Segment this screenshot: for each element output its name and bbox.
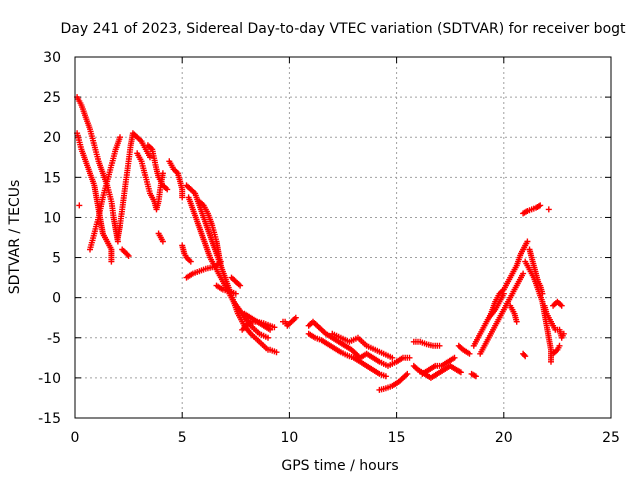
series-track-3	[87, 134, 123, 253]
data-point	[436, 342, 443, 349]
series-track-32	[485, 290, 507, 321]
y-tick-label: 25	[43, 90, 61, 106]
x-tick-label: 5	[178, 430, 187, 446]
series-track-24	[410, 338, 443, 349]
series-track-43	[267, 346, 280, 356]
series-track-41	[545, 206, 552, 213]
y-tick-label: -10	[38, 371, 61, 387]
data-point	[524, 238, 531, 245]
data-point	[500, 290, 507, 297]
series-track-35	[520, 202, 544, 217]
series-track-7	[144, 142, 171, 193]
data-point	[548, 358, 554, 365]
series-track-23	[376, 370, 411, 393]
data-point	[280, 318, 286, 325]
data-point	[466, 350, 473, 357]
series-track-42	[76, 202, 83, 209]
plot-frame	[74, 56, 612, 419]
y-axis-label: SDTVAR / TECUs	[7, 180, 23, 295]
data-point	[457, 369, 464, 376]
y-tick-label: 15	[43, 170, 61, 186]
data-point	[556, 342, 563, 349]
data-point	[273, 349, 280, 356]
data-point	[159, 238, 166, 245]
chart-title: Day 241 of 2023, Sidereal Day-to-day VTE…	[60, 21, 626, 37]
data-point	[271, 324, 278, 331]
series-track-14	[196, 198, 224, 269]
data-point	[265, 334, 271, 341]
series-track-39	[550, 342, 563, 357]
data-point	[159, 170, 166, 177]
data-point	[404, 370, 411, 377]
data-point	[406, 354, 413, 361]
y-tick-label: -5	[47, 331, 61, 347]
data-point	[472, 373, 479, 380]
x-axis-label: GPS time / hours	[281, 458, 398, 474]
x-tick-label: 15	[388, 430, 406, 446]
series-track-4	[114, 130, 153, 241]
series-track-10	[179, 242, 194, 265]
series-track-33	[507, 302, 520, 325]
data-point	[558, 302, 565, 309]
data-point	[382, 373, 389, 380]
x-tick-label: 0	[71, 430, 80, 446]
series-track-31	[477, 270, 527, 357]
data-point	[217, 262, 224, 269]
y-tick-label: 10	[43, 210, 61, 226]
series-track-6	[134, 150, 166, 213]
series-track-9	[166, 158, 186, 201]
data-point	[237, 282, 244, 289]
data-point	[292, 314, 299, 321]
data-point	[521, 352, 528, 358]
series-track-28	[455, 342, 473, 357]
series-track-44	[280, 318, 286, 325]
data-point	[513, 318, 520, 325]
data-point	[125, 253, 132, 259]
series-track-26	[419, 354, 458, 377]
x-tick-label: 25	[602, 430, 620, 446]
data-point	[108, 258, 115, 265]
data-point	[267, 326, 274, 333]
series-track-37	[522, 258, 554, 365]
series-track-12	[185, 194, 271, 341]
data-point	[560, 330, 567, 337]
series-track-18	[241, 310, 274, 333]
series-track-15	[213, 282, 239, 297]
data-point	[76, 202, 83, 209]
data-points	[74, 94, 567, 393]
y-tick-label: 20	[43, 130, 61, 146]
data-point	[179, 194, 186, 201]
x-tick-label: 20	[495, 430, 513, 446]
series-track-29	[468, 370, 479, 380]
data-point	[522, 353, 529, 360]
data-point	[545, 206, 552, 213]
series-track-21	[305, 330, 389, 380]
x-tick-label: 10	[280, 430, 298, 446]
data-point	[389, 354, 396, 361]
series-track-34	[520, 350, 529, 360]
series-track-27	[447, 362, 464, 376]
data-point	[164, 186, 171, 193]
data-point	[451, 354, 458, 361]
data-point	[187, 258, 194, 265]
series-track-40	[550, 298, 565, 309]
series-track-16	[228, 274, 244, 289]
data-point	[520, 270, 527, 277]
data-point	[147, 154, 153, 161]
series-track-20	[305, 318, 413, 369]
y-tick-label: 0	[52, 291, 61, 307]
series-track-22	[329, 330, 396, 361]
y-tick-label: 5	[52, 251, 61, 267]
data-point	[232, 290, 239, 297]
series-track-38	[541, 302, 567, 341]
y-tick-label: 30	[43, 50, 61, 66]
series-track-8	[155, 230, 166, 245]
series-track-5	[119, 246, 132, 259]
y-tick-label: -15	[38, 411, 61, 427]
data-point	[537, 202, 544, 209]
data-point	[117, 134, 123, 141]
tick-labels: 0 5 10 15 20 25 -15 -10 -5 0 5 10 15 20 25 30	[38, 50, 620, 446]
